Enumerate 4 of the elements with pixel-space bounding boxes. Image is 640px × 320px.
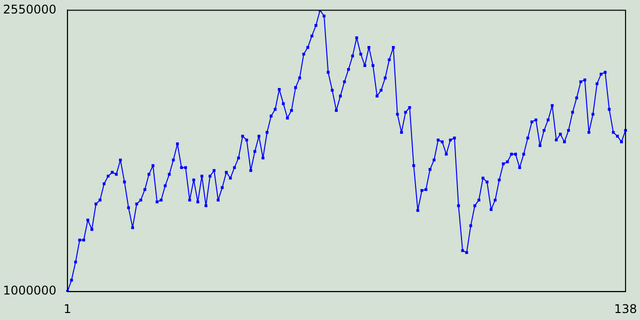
y-tick-label: 1000000 — [2, 284, 56, 298]
x-tick-label: 1 — [64, 302, 72, 316]
x-tick-label: 138 — [614, 302, 637, 316]
y-tick-label: 2550000 — [2, 2, 56, 16]
